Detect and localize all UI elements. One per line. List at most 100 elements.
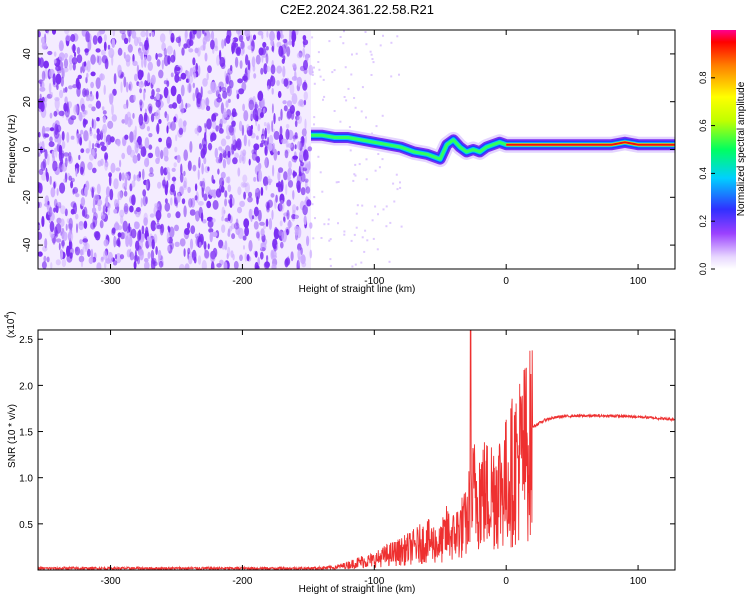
noise-blob [96,183,101,195]
noise-blob [100,73,103,81]
noise-blob [281,230,288,243]
noise-blob [132,129,137,140]
noise-blob [55,238,62,243]
noise-blob [252,108,258,121]
noise-blob [65,223,68,231]
noise-blob [117,237,121,247]
noise-blob [49,175,52,185]
noise-blob [144,80,148,87]
noise-blob [236,89,239,95]
noise-blob [197,169,200,181]
snr-panel: -300 -200 -100 0 100 0.5 1.0 1.5 2.0 2.5 Height … [4,311,676,595]
noise-blob [44,127,51,132]
noise-blob [163,47,167,57]
noise-blob [102,205,106,215]
noise-blob [233,222,240,230]
noise-blob [101,55,108,64]
noise-blob [102,116,107,123]
noise-blob [199,143,202,150]
noise-blob [53,147,57,152]
noise-blob [140,30,146,38]
noise-blob [101,106,105,111]
noise-blob [101,128,105,133]
noise-blob [161,59,164,70]
noise-blob [71,57,78,65]
noise-blob [84,109,88,116]
noise-blob [253,73,257,79]
spectrogram-x-axis: -300 -200 -100 0 100 [101,30,647,287]
noise-blob [139,88,143,94]
noise-blob [160,149,164,160]
noise-blob [231,120,236,127]
noise-blob [224,240,228,251]
noise-blob [100,256,104,261]
noise-blob [68,85,73,90]
noise-blob [186,222,191,230]
noise-speck [342,42,345,45]
noise-blob [220,62,226,70]
noise-blob [116,139,121,147]
noise-blob [82,238,88,243]
noise-blob [247,191,253,198]
noise-blob [237,78,244,84]
noise-blob [134,125,137,137]
noise-blob [135,207,141,213]
noise-blob [79,111,83,122]
noise-speck [372,61,375,64]
spectrogram-y-axis: -40 -20 0 20 40 [22,48,675,252]
noise-blob [60,76,64,87]
noise-blob [306,235,310,247]
noise-blob [136,153,141,162]
noise-blob [215,188,222,198]
noise-blob [179,238,186,247]
noise-speck [323,223,326,226]
noise-blob [292,135,299,140]
noise-blob [290,251,294,262]
noise-blob [163,146,169,159]
noise-blob [129,131,134,143]
noise-blob [273,113,276,125]
noise-blob [62,66,69,73]
noise-blob [96,143,101,149]
noise-blob [203,193,208,201]
noise-blob [256,231,260,239]
noise-blob [108,172,112,178]
noise-blob [268,218,273,230]
noise-blob [181,184,188,191]
noise-speck [339,36,342,38]
noise-blob [59,89,64,99]
noise-blob [300,172,306,183]
noise-blob [298,256,301,267]
noise-blob [144,157,150,168]
noise-blob [212,120,217,130]
noise-blob [227,98,231,103]
noise-blob [176,93,182,105]
noise-speck [314,217,316,220]
noise-blob [91,106,96,112]
noise-blob [209,189,216,197]
noise-blob [129,251,134,261]
noise-blob [77,81,81,90]
noise-blob [123,190,128,197]
noise-blob [303,215,307,225]
noise-blob [58,52,65,61]
noise-blob [271,87,274,95]
noise-blob [133,260,137,269]
noise-blob [38,224,41,229]
noise-blob [203,35,209,41]
noise-blob [68,62,73,71]
noise-blob [171,167,176,172]
noise-blob [209,81,215,91]
noise-blob [133,174,136,182]
noise-speck [364,31,367,33]
noise-speck [374,205,377,208]
noise-blob [216,97,223,103]
noise-speck [351,265,354,268]
noise-blob [48,141,55,148]
noise-blob [135,240,140,251]
noise-blob [38,251,43,257]
colorbar-tick-label: 0.2 [698,215,708,228]
noise-blob [64,96,68,104]
noise-blob [193,256,197,264]
noise-blob [256,196,259,205]
